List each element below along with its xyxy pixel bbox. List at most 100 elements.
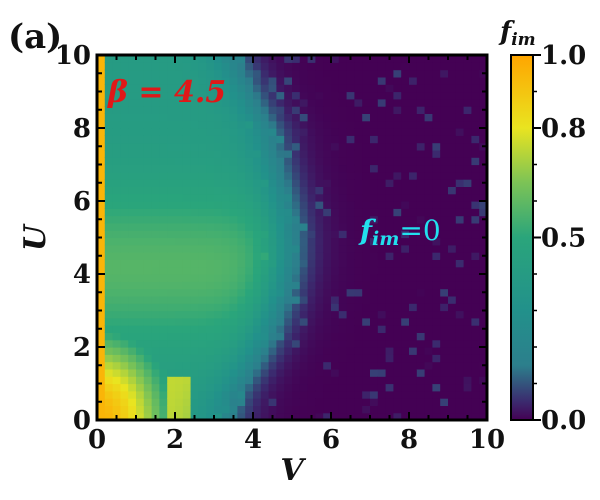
heatmap-cell — [276, 142, 285, 151]
heatmap-cell — [284, 120, 293, 129]
heatmap-cell — [253, 237, 262, 246]
heatmap-cell — [229, 179, 238, 187]
heatmap-cell — [479, 390, 487, 399]
heatmap-cell — [416, 222, 426, 231]
heatmap-cell — [221, 69, 231, 78]
heatmap-cell — [268, 317, 277, 326]
heatmap-cell — [416, 361, 426, 370]
heatmap-cell — [284, 281, 293, 290]
heatmap-cell — [237, 201, 246, 209]
heatmap-cell — [229, 368, 238, 377]
heatmap-cell — [479, 208, 487, 217]
heatmap-cell — [362, 266, 371, 275]
heatmap-cell — [307, 230, 316, 239]
heatmap-cell — [362, 142, 371, 151]
heatmap-cell — [299, 237, 309, 246]
heatmap-cell — [432, 222, 441, 231]
heatmap-cell — [221, 128, 231, 136]
heatmap-cell — [362, 244, 371, 253]
heatmap-cell — [377, 91, 387, 100]
heatmap-cell — [151, 106, 160, 114]
heatmap-cell — [440, 222, 449, 231]
heatmap-cell — [112, 222, 121, 231]
heatmap-cell — [307, 120, 316, 129]
heatmap-cell — [151, 252, 160, 260]
heatmap-cell — [260, 266, 270, 275]
heatmap-cell — [97, 339, 106, 348]
heatmap-cell — [362, 113, 371, 122]
heatmap-cell — [128, 339, 137, 348]
heatmap-cell — [315, 84, 324, 93]
heatmap-cell — [385, 281, 394, 290]
heatmap-cell — [385, 120, 394, 129]
heatmap-cell — [346, 164, 355, 173]
heatmap-cell — [190, 84, 199, 93]
heatmap-cell — [143, 266, 153, 275]
heatmap-cell — [284, 368, 293, 377]
colorbar-tick-label: 0.0 — [541, 406, 586, 436]
x-tick-label: 0 — [88, 425, 106, 455]
heatmap-cell — [377, 332, 387, 341]
heatmap-cell — [143, 274, 153, 282]
heatmap-cell — [268, 368, 277, 377]
heatmap-cell — [440, 252, 449, 260]
heatmap-cell — [323, 288, 332, 297]
heatmap-cell — [354, 91, 363, 100]
heatmap-cell — [128, 120, 137, 129]
heatmap-cell — [120, 157, 129, 166]
heatmap-cell — [315, 266, 324, 275]
heatmap-cell — [276, 310, 285, 319]
heatmap-cell — [370, 149, 379, 158]
heatmap-cell — [97, 303, 106, 312]
heatmap-cell — [385, 252, 394, 260]
heatmap-cell — [370, 84, 379, 93]
heatmap-cell — [143, 164, 153, 173]
heatmap-cell — [284, 347, 293, 355]
heatmap-cell — [432, 164, 441, 173]
heatmap-cell — [198, 113, 207, 122]
heatmap-cell — [237, 347, 246, 355]
heatmap-cell — [479, 317, 487, 326]
heatmap-cell — [455, 208, 465, 217]
heatmap-cell — [167, 69, 176, 78]
heatmap-cell — [206, 288, 215, 297]
heatmap-cell — [440, 62, 449, 71]
heatmap-cell — [455, 266, 465, 275]
heatmap-cell — [276, 274, 285, 282]
heatmap-cell — [307, 157, 316, 166]
heatmap-cell — [229, 215, 238, 224]
heatmap-cell — [338, 106, 348, 114]
heatmap-cell — [260, 149, 270, 158]
heatmap-cell — [471, 222, 480, 231]
heatmap-cell — [253, 135, 262, 144]
heatmap-cell — [253, 164, 262, 173]
heatmap-cell — [159, 91, 168, 100]
heatmap-cell — [448, 186, 457, 195]
heatmap-cell — [120, 398, 129, 406]
heatmap-cell — [471, 135, 480, 144]
heatmap-cell — [260, 412, 270, 420]
heatmap-cell — [175, 303, 184, 312]
heatmap-cell — [120, 142, 129, 151]
heatmap-cell — [299, 376, 309, 385]
heatmap-cell — [385, 244, 394, 253]
heatmap-cell — [292, 222, 301, 231]
heatmap-cell — [424, 215, 433, 224]
heatmap-cell — [167, 252, 176, 260]
heatmap-cell — [229, 69, 238, 78]
heatmap-cell — [206, 398, 215, 406]
heatmap-cell — [315, 259, 324, 268]
heatmap-cell — [120, 69, 129, 78]
heatmap-cell — [354, 135, 363, 144]
heatmap-cell — [385, 215, 394, 224]
heatmap-cell — [315, 383, 324, 392]
heatmap-cell — [479, 84, 487, 93]
heatmap-cell — [448, 252, 457, 260]
heatmap-cell — [362, 405, 371, 414]
heatmap-cell — [104, 252, 114, 260]
heatmap-cell — [97, 405, 106, 414]
heatmap-cell — [97, 157, 106, 166]
heatmap-cell — [307, 149, 316, 158]
heatmap-cell — [104, 98, 114, 107]
heatmap-cell — [346, 244, 355, 253]
